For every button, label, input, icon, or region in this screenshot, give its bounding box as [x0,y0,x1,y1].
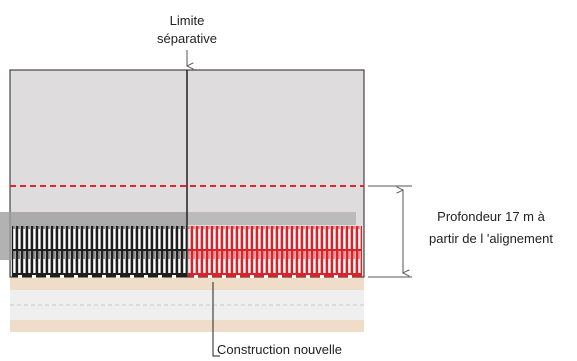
label-profondeur-line1: Profondeur 17 m à [437,209,545,224]
existing-building-base-tick [102,275,106,278]
existing-building-base-tick [60,275,64,278]
label-limite-line1: Limite [170,13,205,28]
label-construction: Construction nouvelle [217,342,342,357]
existing-building-base-tick [46,275,50,278]
new-construction-base-tick [306,275,310,278]
new-construction-base-tick [348,275,352,278]
existing-building-base-tick [144,275,148,278]
existing-building-base-tick [158,275,162,278]
depth-dimension [368,185,412,278]
existing-building-base-tick [74,275,78,278]
new-construction-base-tick [236,275,240,278]
sidewalk-top [10,276,364,290]
construction-leader-line [212,282,220,357]
new-construction-base-tick [194,275,198,278]
new-construction-base [188,273,362,277]
street [10,276,364,332]
new-construction [188,226,362,277]
existing-building-upper [12,226,187,250]
new-construction-upper [188,226,362,250]
new-construction-base-tick [250,275,254,278]
new-construction-base-tick [334,275,338,278]
new-construction-base-tick [208,275,212,278]
new-construction-base-tick [292,275,296,278]
label-profondeur-line2: partir de l 'alignement [429,231,553,246]
existing-building-base-tick [32,275,36,278]
new-construction-lower [188,250,362,274]
sidewalk-bottom [10,320,364,332]
label-limite-line2: séparative [157,31,217,46]
existing-building-base-tick [130,275,134,278]
existing-building-base-tick [88,275,92,278]
new-construction-base-tick [264,275,268,278]
new-construction-base-tick [278,275,282,278]
existing-building [12,226,187,277]
existing-building-base-tick [116,275,120,278]
new-construction-base-tick [222,275,226,278]
existing-building-base-tick [18,275,22,278]
existing-building-lower [12,250,187,274]
new-construction-band [188,249,362,251]
existing-building-base-tick [172,275,176,278]
existing-building-base [12,273,187,277]
existing-building-band [12,249,187,251]
new-construction-base-tick [320,275,324,278]
neighbour-shadow [187,212,356,225]
